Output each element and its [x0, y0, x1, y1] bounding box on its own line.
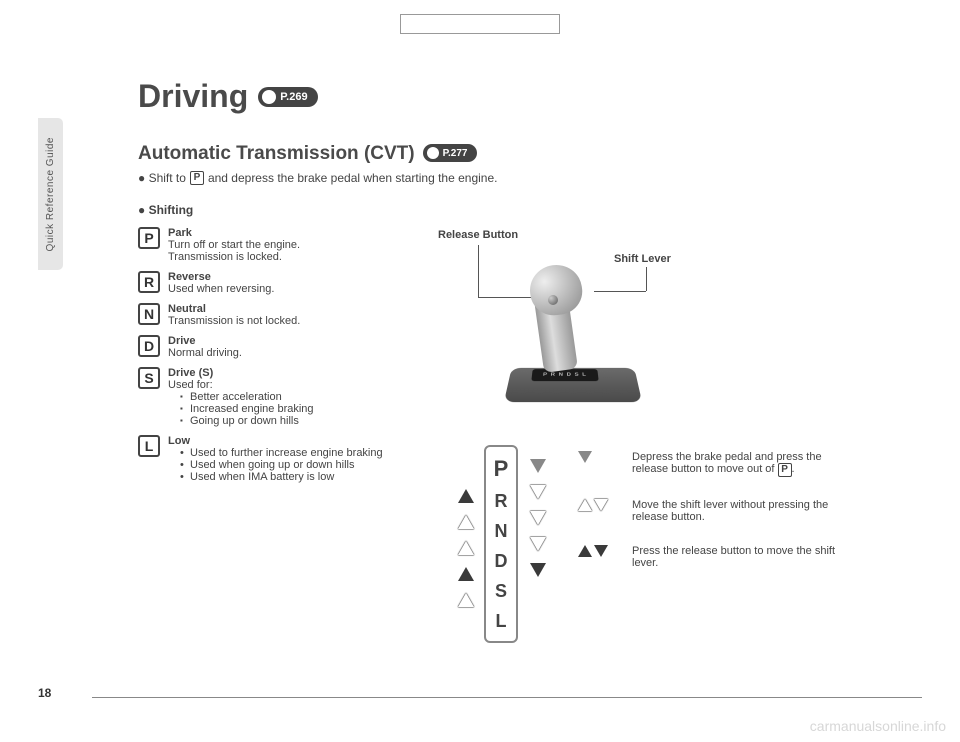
arrow-down-hollow-icon	[530, 485, 546, 499]
strip-gear-letter: D	[495, 551, 508, 572]
right-arrow-column	[530, 459, 546, 577]
title-page-ref: P.269	[258, 87, 317, 107]
gear-inline-p: P	[778, 463, 792, 477]
arrow-down-hollow-icon	[530, 511, 546, 525]
arrow-up-icon	[458, 567, 474, 581]
page-number: 18	[38, 686, 51, 700]
label-release-button: Release Button	[438, 229, 518, 241]
section-page-ref: P.277	[423, 144, 478, 162]
legend-text: Depress the brake pedal and press the re…	[632, 451, 838, 477]
section-title-text: Automatic Transmission (CVT)	[138, 143, 415, 165]
gear-symbol-box: N	[138, 303, 160, 325]
intro-suffix: and depress the brake pedal when startin…	[208, 171, 498, 185]
legend-row: Press the release button to move the shi…	[578, 545, 838, 569]
gear-row: R ReverseUsed when reversing.	[138, 271, 388, 295]
gear-row: P ParkTurn off or start the engine.Transm…	[138, 227, 388, 263]
arrow-down-gray-icon	[578, 451, 592, 463]
arrow-down-icon	[594, 545, 608, 557]
gear-text: Drive (S)Used for:Better accelerationInc…	[168, 367, 314, 427]
gear-strip: PRNDSL	[452, 445, 550, 643]
arrow-up-hollow-icon	[458, 515, 474, 529]
page: Quick Reference Guide 18 Driving P.269 A…	[38, 0, 928, 700]
right-column: Release Button Shift Lever P R N D S L	[412, 227, 892, 643]
gear-row: D DriveNormal driving.	[138, 335, 388, 359]
section-title: Automatic Transmission (CVT) P.277	[138, 143, 892, 165]
left-arrow-column	[458, 459, 474, 607]
columns: P ParkTurn off or start the engine.Transm…	[138, 227, 892, 643]
arrow-legend: Depress the brake pedal and press the re…	[578, 451, 838, 569]
legend-text-b: .	[792, 463, 795, 475]
gear-symbol-box: S	[138, 367, 160, 389]
lever-release-button	[548, 295, 558, 305]
gear-text: LowUsed to further increase engine braki…	[168, 435, 383, 483]
gear-symbol-box: R	[138, 271, 160, 293]
arrow-down-hollow-icon	[594, 499, 608, 511]
leader-line	[478, 245, 479, 297]
leader-line	[594, 291, 646, 292]
legend-row: Move the shift lever without pressing th…	[578, 499, 838, 523]
side-tab-label: Quick Reference Guide	[45, 137, 56, 251]
gear-text: DriveNormal driving.	[168, 335, 242, 359]
intro-prefix: ● Shift to	[138, 171, 186, 185]
watermark: carmanualsonline.info	[810, 718, 946, 734]
intro-line: ● Shift to P and depress the brake pedal…	[138, 171, 892, 185]
strip-gear-letter: P	[494, 456, 509, 482]
legend-text: Press the release button to move the shi…	[632, 545, 838, 569]
gear-symbol-box: L	[138, 435, 160, 457]
arrow-down-hollow-icon	[530, 537, 546, 551]
gear-symbol-box: D	[138, 335, 160, 357]
side-tab: Quick Reference Guide	[38, 118, 63, 270]
strip-gear-letter: L	[496, 611, 507, 632]
legend-icons	[578, 545, 618, 557]
shifting-head: ● Shifting	[138, 203, 892, 217]
shift-lever-figure: Release Button Shift Lever P R N D S L	[438, 221, 738, 421]
legend-text: Move the shift lever without pressing th…	[632, 499, 838, 523]
arrow-up-hollow-icon	[458, 593, 474, 607]
arrow-down-icon	[530, 563, 546, 577]
arrow-up-icon	[578, 545, 592, 557]
gear-row: N NeutralTransmission is not locked.	[138, 303, 388, 327]
gear-list: P ParkTurn off or start the engine.Transm…	[138, 227, 388, 491]
title-badge-text: P.269	[280, 91, 307, 103]
page-title: Driving P.269	[138, 78, 892, 115]
gear-inline-p: P	[190, 171, 204, 185]
strip-gear-letter: S	[495, 581, 507, 602]
arrow-down-gray-icon	[530, 459, 546, 473]
arrow-up-hollow-icon	[578, 499, 592, 511]
gear-row: S Drive (S)Used for:Better accelerationIn…	[138, 367, 388, 427]
legend-icons	[578, 499, 618, 511]
gear-strip-box: PRNDSL	[484, 445, 518, 643]
arrow-up-icon	[458, 489, 474, 503]
badge-circle-icon	[427, 147, 439, 159]
legend-icons	[578, 451, 618, 463]
gear-row: L LowUsed to further increase engine brak…	[138, 435, 388, 483]
title-text: Driving	[138, 78, 248, 115]
gear-symbol-box: P	[138, 227, 160, 249]
leader-line	[646, 267, 647, 291]
badge-circle-icon	[262, 90, 276, 104]
label-shift-lever: Shift Lever	[614, 253, 671, 265]
gear-text: NeutralTransmission is not locked.	[168, 303, 300, 327]
section-badge-text: P.277	[443, 148, 468, 159]
legend-row: Depress the brake pedal and press the re…	[578, 451, 838, 477]
strip-gear-letter: N	[495, 521, 508, 542]
strip-gear-letter: R	[495, 491, 508, 512]
gear-text: ReverseUsed when reversing.	[168, 271, 274, 295]
arrow-up-hollow-icon	[458, 541, 474, 555]
page-content: Driving P.269 Automatic Transmission (CV…	[92, 0, 922, 698]
lever-slot: P R N D S L	[531, 369, 598, 381]
gear-text: ParkTurn off or start the engine.Transmi…	[168, 227, 300, 263]
shift-pattern-area: PRNDSL	[452, 445, 892, 643]
